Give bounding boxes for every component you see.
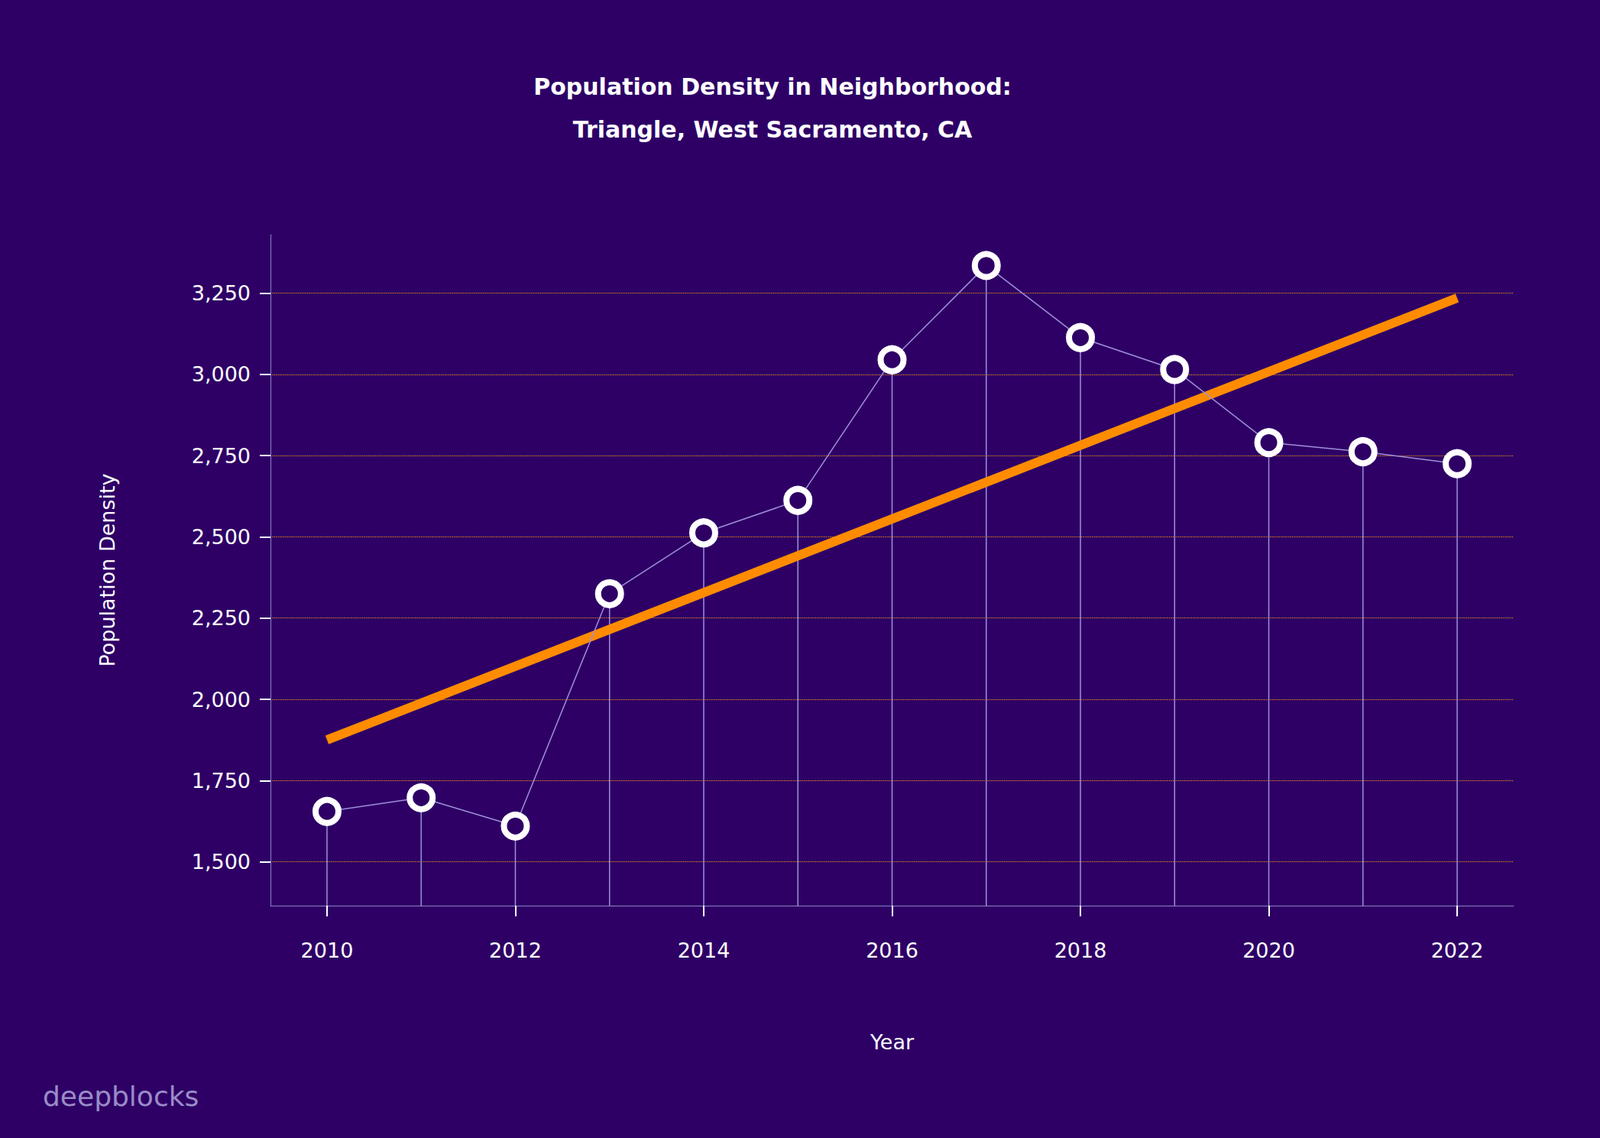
svg-text:2012: 2012: [489, 938, 542, 962]
svg-text:2016: 2016: [865, 938, 919, 962]
svg-text:2,000: 2,000: [191, 687, 251, 712]
svg-text:2014: 2014: [677, 938, 731, 962]
svg-text:2,750: 2,750: [191, 443, 251, 468]
svg-text:Population Density in Neighbor: Population Density in Neighborhood:: [533, 73, 1012, 101]
svg-text:2022: 2022: [1431, 938, 1484, 962]
svg-text:deepblocks: deepblocks: [42, 1080, 199, 1112]
svg-text:1,750: 1,750: [191, 768, 251, 793]
svg-text:2,500: 2,500: [191, 524, 251, 549]
svg-text:2,250: 2,250: [191, 605, 251, 630]
svg-text:Triangle, West Sacramento, CA: Triangle, West Sacramento, CA: [573, 116, 973, 143]
svg-text:2020: 2020: [1242, 938, 1296, 962]
svg-text:3,000: 3,000: [191, 362, 251, 386]
svg-text:Population Density: Population Density: [95, 472, 120, 667]
svg-text:3,250: 3,250: [191, 281, 251, 305]
svg-text:1,500: 1,500: [191, 849, 251, 874]
svg-text:2018: 2018: [1054, 938, 1108, 962]
svg-text:2010: 2010: [301, 938, 354, 962]
svg-text:Year: Year: [869, 1029, 915, 1054]
